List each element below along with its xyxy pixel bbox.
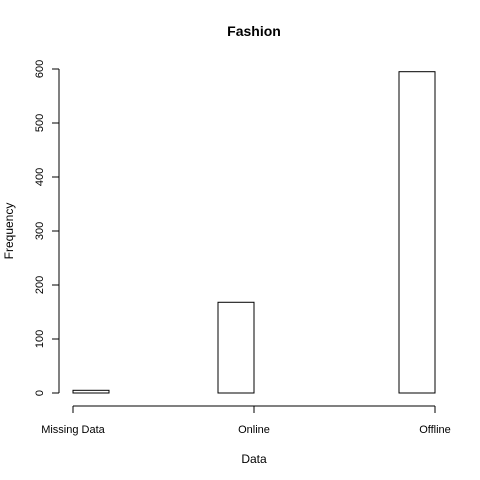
y-tick-label: 500	[34, 114, 46, 132]
y-axis-label: Frequency	[2, 203, 16, 260]
bar-missing-data	[72, 389, 110, 394]
bar-online	[217, 301, 255, 394]
y-tick-label: 400	[34, 168, 46, 186]
y-axis: 0 100 200 300 400 500 600	[34, 60, 60, 396]
bars	[72, 71, 436, 394]
y-tick-label: 600	[34, 60, 46, 78]
x-tick-label: Missing Data	[41, 424, 105, 436]
x-axis-label: Data	[241, 452, 267, 466]
y-tick-label: 0	[34, 390, 46, 396]
x-axis: Missing Data Online Offline	[41, 405, 451, 436]
chart-title: Fashion	[227, 23, 281, 39]
y-tick-label: 300	[34, 222, 46, 240]
x-tick-label: Online	[238, 424, 270, 436]
y-tick-label: 200	[34, 276, 46, 294]
y-tick-label: 100	[34, 330, 46, 348]
bar-offline	[398, 71, 436, 394]
x-tick-label: Offline	[419, 424, 451, 436]
